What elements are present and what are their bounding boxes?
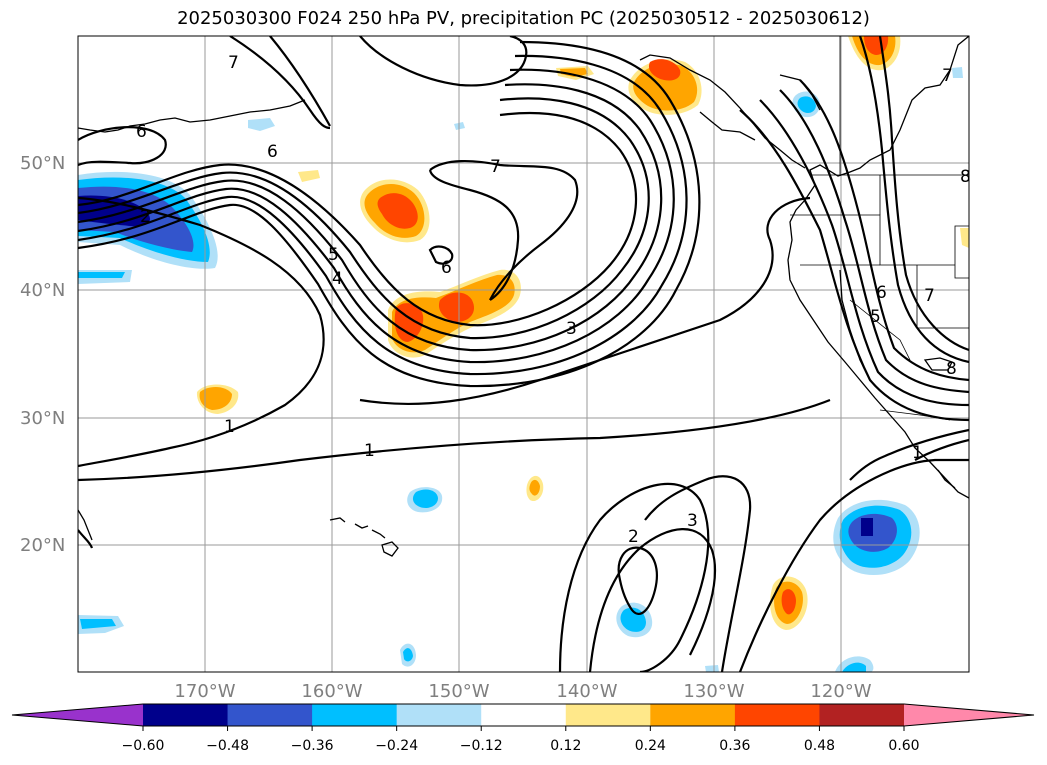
colorbar-extend-max bbox=[904, 704, 1034, 726]
contour-label: 7 bbox=[942, 66, 953, 86]
colorbar-segment bbox=[143, 704, 229, 726]
colorbar-segment bbox=[819, 704, 905, 726]
lon-label: 170°W bbox=[174, 681, 235, 702]
latitude-labels: 50°N 40°N 30°N 20°N bbox=[20, 153, 65, 556]
contour-label: 1 bbox=[224, 417, 235, 437]
colorbar-tick-label: −0.48 bbox=[206, 738, 249, 754]
lat-label: 20°N bbox=[20, 535, 65, 556]
lat-label: 50°N bbox=[20, 153, 65, 174]
colorbar-segment bbox=[734, 704, 820, 726]
longitude-labels: 170°W 160°W 150°W 140°W 130°W 120°W bbox=[174, 681, 871, 702]
contour-label: 2 bbox=[140, 207, 151, 227]
contour-label: 5 bbox=[870, 307, 881, 327]
colorbar: −0.60 −0.48 −0.36 −0.24 −0.12 0.12 0.24 0.36 0.4… bbox=[11, 703, 1035, 754]
lon-label: 160°W bbox=[301, 681, 362, 702]
lat-lon-gridlines bbox=[78, 36, 969, 672]
precip-positive-shading bbox=[196, 36, 969, 630]
lon-label: 120°W bbox=[810, 681, 871, 702]
contour-label: 8 bbox=[960, 167, 971, 187]
colorbar-tick-label: 0.48 bbox=[804, 738, 835, 754]
colorbar-segment bbox=[650, 704, 736, 726]
contour-label: 3 bbox=[687, 511, 698, 531]
contour-label: 6 bbox=[441, 258, 452, 278]
lat-label: 40°N bbox=[20, 280, 65, 301]
map-title: 2025030300 F024 250 hPa PV, precipitatio… bbox=[177, 8, 870, 29]
contour-label: 1 bbox=[912, 443, 923, 463]
plot-area bbox=[78, 36, 969, 672]
contour-label: 7 bbox=[228, 53, 239, 73]
contour-label: 5 bbox=[328, 245, 339, 265]
precip-negative-shading bbox=[78, 67, 963, 672]
plot-frame bbox=[77, 35, 970, 673]
colorbar-segment bbox=[481, 704, 567, 726]
contour-label: 2 bbox=[628, 527, 639, 547]
colorbar-tick-label: 0.24 bbox=[635, 738, 666, 754]
lon-label: 150°W bbox=[428, 681, 489, 702]
pv-contours bbox=[78, 36, 969, 672]
colorbar-segment bbox=[396, 704, 482, 726]
lon-label: 130°W bbox=[683, 681, 744, 702]
colorbar-tick-label: −0.12 bbox=[460, 738, 503, 754]
colorbar-extend-min bbox=[12, 704, 143, 726]
colorbar-segment bbox=[227, 704, 313, 726]
colorbar-tick-label: −0.36 bbox=[291, 738, 334, 754]
contour-label: 3 bbox=[566, 319, 577, 339]
contour-label: 6 bbox=[267, 142, 278, 162]
contour-label: 4 bbox=[332, 269, 343, 289]
contour-label: 6 bbox=[876, 283, 887, 303]
contour-labels: 1 1 1 2 2 3 3 4 5 5 6 6 6 6 7 7 7 7 8 8 bbox=[136, 53, 971, 547]
colorbar-tick-label: −0.60 bbox=[122, 738, 165, 754]
contour-label: 7 bbox=[924, 286, 935, 306]
colorbar-tick-label: 0.60 bbox=[888, 738, 919, 754]
colorbar-segment bbox=[565, 704, 651, 726]
contour-label: 8 bbox=[946, 359, 957, 379]
colorbar-tick-label: −0.24 bbox=[375, 738, 418, 754]
contour-label: 7 bbox=[490, 157, 501, 177]
lat-label: 30°N bbox=[20, 408, 65, 429]
lon-label: 140°W bbox=[556, 681, 617, 702]
contour-label: 6 bbox=[136, 122, 147, 142]
contour-label: 1 bbox=[364, 441, 375, 461]
colorbar-tick-label: 0.36 bbox=[719, 738, 750, 754]
colorbar-segment bbox=[312, 704, 398, 726]
colorbar-tick-label: 0.12 bbox=[550, 738, 581, 754]
